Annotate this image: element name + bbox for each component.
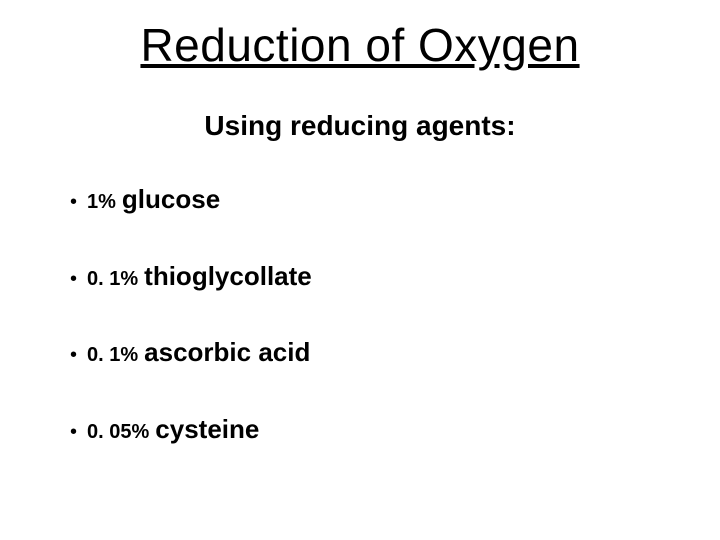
agent-label: glucose	[122, 185, 220, 214]
agent-label: ascorbic acid	[144, 338, 310, 367]
percent-label: 0. 1%	[87, 268, 138, 290]
bullet-icon: •	[70, 421, 77, 443]
bullet-icon: •	[70, 268, 77, 290]
slide: Reduction of Oxygen Using reducing agent…	[0, 0, 720, 540]
list-item: • 0. 1% ascorbic acid	[70, 338, 680, 367]
bullet-icon: •	[70, 191, 77, 213]
bullet-list: • 1% glucose • 0. 1% thioglycollate • 0.…	[70, 185, 680, 491]
slide-title: Reduction of Oxygen	[0, 18, 720, 72]
slide-subtitle: Using reducing agents:	[0, 110, 720, 142]
list-item: • 1% glucose	[70, 185, 680, 214]
percent-label: 0. 05%	[87, 421, 149, 443]
percent-label: 1%	[87, 191, 116, 213]
list-item: • 0. 1% thioglycollate	[70, 262, 680, 291]
agent-label: thioglycollate	[144, 262, 312, 291]
bullet-icon: •	[70, 344, 77, 366]
agent-label: cysteine	[155, 415, 259, 444]
percent-label: 0. 1%	[87, 344, 138, 366]
list-item: • 0. 05% cysteine	[70, 415, 680, 444]
